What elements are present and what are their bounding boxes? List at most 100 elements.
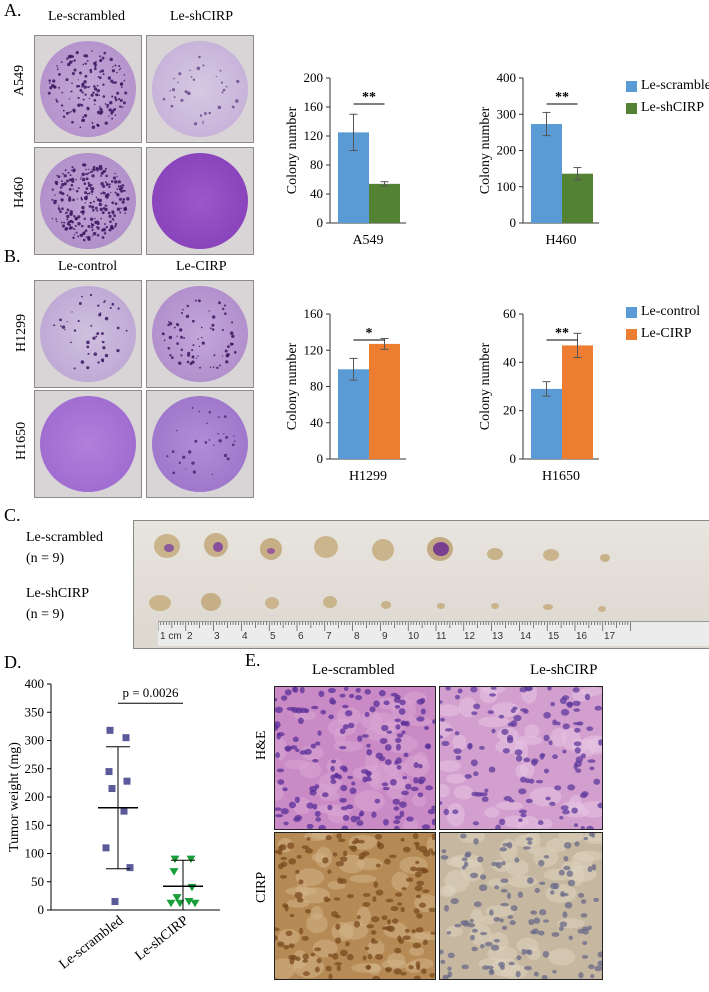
- colony-dot: [87, 353, 90, 355]
- colony-dot: [60, 221, 63, 224]
- nucleus: [507, 915, 514, 919]
- nucleus: [521, 948, 526, 956]
- colony-dot: [120, 106, 123, 108]
- colony-dot: [94, 217, 96, 220]
- nucleus: [440, 735, 444, 739]
- nucleus: [506, 892, 512, 899]
- nucleus: [510, 720, 518, 728]
- legend-swatch: [626, 328, 637, 340]
- nucleus: [284, 904, 289, 912]
- group2-name: Le-shCIRP: [26, 586, 89, 601]
- colony-dot: [92, 336, 96, 340]
- colony-dots: [162, 55, 240, 126]
- dish-h1650-control: [34, 390, 142, 498]
- nucleus: [346, 894, 354, 899]
- colony-dot: [94, 65, 97, 68]
- colony-dot: [63, 221, 66, 224]
- stroma-patch: [391, 871, 410, 891]
- nucleus: [304, 848, 313, 854]
- colony-dot: [66, 62, 71, 67]
- nucleus: [571, 807, 578, 814]
- colony-dot: [71, 82, 73, 84]
- panel-e-col-label-1: Le-scrambled: [312, 662, 395, 678]
- y-tick-label: 40: [310, 186, 323, 201]
- colony-dot: [71, 311, 73, 313]
- legend-label: Le-scrambled: [641, 78, 709, 93]
- colony-dot: [193, 122, 198, 126]
- nucleus: [525, 798, 533, 804]
- colony-dot: [226, 457, 230, 461]
- nucleus: [423, 725, 430, 731]
- nucleus: [328, 973, 333, 979]
- nucleus: [574, 727, 581, 733]
- colony-dot: [112, 176, 117, 180]
- nucleus: [560, 708, 570, 716]
- colony-dot: [110, 180, 114, 183]
- nucleus: [332, 852, 338, 857]
- colony-dot: [191, 461, 195, 465]
- colony-dot: [221, 91, 224, 94]
- colony-dot: [73, 68, 77, 72]
- colony-dot: [91, 193, 93, 196]
- nucleus: [501, 728, 509, 735]
- colony-dot: [204, 112, 207, 115]
- colony-dot: [123, 79, 126, 82]
- colony-dot: [213, 444, 215, 447]
- nucleus: [583, 836, 589, 841]
- nucleus: [473, 703, 481, 710]
- colony-dot: [91, 184, 93, 186]
- stroma-patch: [453, 785, 474, 800]
- nucleus: [356, 820, 364, 826]
- colony-dot: [119, 185, 122, 188]
- stroma-patch: [385, 734, 418, 754]
- colony-dot: [204, 441, 208, 444]
- colony-dot: [72, 188, 75, 190]
- ruler-number: 17: [604, 631, 616, 642]
- colony-dot: [51, 83, 55, 88]
- nucleus: [527, 840, 533, 845]
- nucleus: [331, 952, 339, 960]
- nucleus: [535, 779, 544, 784]
- nucleus: [580, 753, 586, 759]
- nucleus: [366, 924, 375, 929]
- colony-dot: [83, 182, 87, 185]
- nucleus: [275, 706, 283, 714]
- colony-dot: [108, 115, 110, 117]
- colony-dot: [90, 226, 93, 229]
- colony-dot: [80, 210, 83, 214]
- stroma-patch: [578, 738, 596, 757]
- nucleus: [549, 890, 555, 895]
- nucleus: [577, 892, 585, 898]
- colony-dot: [96, 198, 100, 202]
- nucleus: [365, 777, 372, 782]
- x-axis-label: H460: [545, 233, 576, 247]
- colony-dot: [77, 235, 80, 238]
- nucleus: [555, 721, 561, 726]
- nucleus: [467, 922, 476, 928]
- colony-dot: [56, 220, 58, 223]
- nucleus: [524, 949, 531, 955]
- colony-dot: [176, 335, 178, 337]
- colony-dot: [101, 211, 105, 215]
- colony-dot: [186, 304, 189, 308]
- colony-dot: [217, 432, 220, 435]
- colony-dot: [198, 345, 201, 347]
- nucleus: [567, 879, 576, 887]
- nucleus: [377, 842, 385, 850]
- colony-dot: [76, 198, 79, 200]
- y-tick-label: 0: [38, 902, 45, 917]
- colony-dot: [89, 68, 93, 72]
- nucleus: [422, 850, 431, 857]
- colony-dot: [70, 169, 73, 172]
- colony-dot: [72, 60, 74, 63]
- nucleus: [416, 880, 425, 886]
- nucleus: [397, 902, 403, 906]
- nucleus: [337, 774, 343, 780]
- colony-dot: [192, 78, 196, 81]
- bar-le-control: [338, 369, 369, 459]
- nucleus: [327, 869, 332, 874]
- colony-dot: [116, 207, 121, 211]
- nucleus: [335, 937, 342, 944]
- nucleus: [523, 757, 531, 763]
- nucleus: [381, 782, 389, 787]
